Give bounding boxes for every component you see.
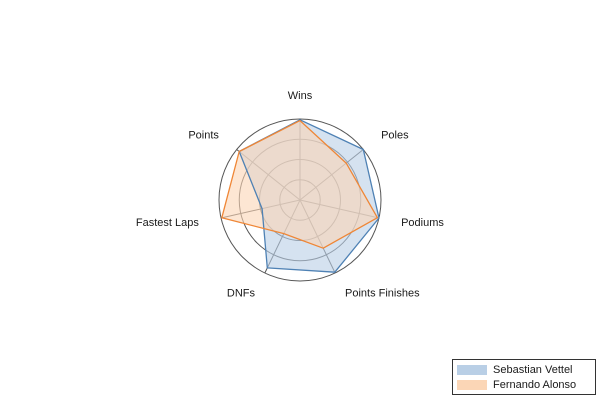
- axis-label-3: Points Finishes: [345, 287, 420, 299]
- legend-swatch: [457, 364, 487, 375]
- axis-label-6: Points: [188, 129, 219, 141]
- series-line-1: [221, 119, 379, 249]
- axis-label-1: Poles: [381, 129, 409, 141]
- legend-swatch: [457, 379, 487, 390]
- legend-label: Sebastian Vettel: [493, 363, 573, 376]
- axis-label-5: Fastest Laps: [136, 217, 199, 229]
- legend-label: Fernando Alonso: [493, 378, 577, 391]
- axis-labels: Wins Poles Podiums Points Finishes DNFs Faste…: [136, 90, 444, 299]
- legend-item-0: Sebastian Vettel: [457, 362, 591, 377]
- axis-label-4: DNFs: [227, 287, 256, 299]
- series-line-0: [238, 119, 380, 273]
- axis-label-0: Wins: [288, 90, 313, 102]
- legend-item-1: Fernando Alonso: [457, 377, 591, 392]
- legend: Sebastian Vettel Fernando Alonso: [452, 359, 596, 395]
- axis-label-2: Podiums: [401, 217, 444, 229]
- radar-series-layer: [221, 119, 380, 273]
- series-fill-1: [221, 120, 378, 249]
